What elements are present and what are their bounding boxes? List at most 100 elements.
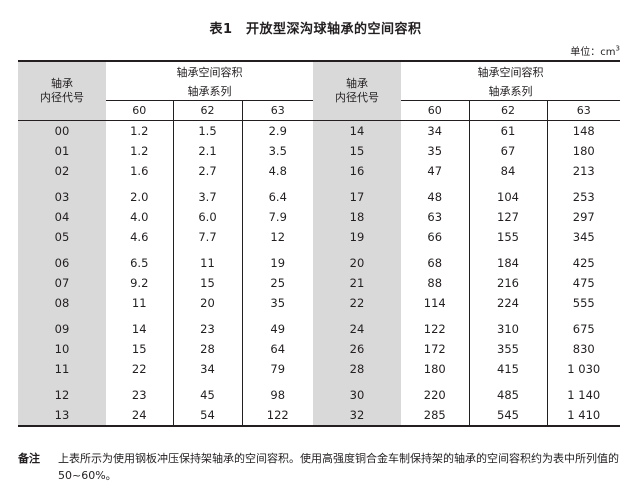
right-volume-series-60: 285 bbox=[423, 408, 446, 422]
code-cell-spacer bbox=[313, 313, 401, 319]
left-volume-header: 轴承空间容积 bbox=[176, 65, 243, 79]
right-bearing-code: 16 bbox=[313, 161, 401, 181]
left-volume-series-62: 6.0 bbox=[172, 207, 242, 227]
table-row: 11 22 34 79 28 180 415 1 030 bbox=[18, 359, 620, 379]
left-bearing-code: 09 bbox=[18, 319, 106, 339]
right-volume-header: 轴承空间容积 bbox=[477, 65, 544, 79]
right-volume-series-63: 148 bbox=[546, 120, 620, 141]
code-cell-spacer bbox=[18, 379, 106, 385]
table-row: 12 23 45 98 30 220 485 1 140 bbox=[18, 385, 620, 405]
left-volume-series-60: 14 bbox=[131, 322, 147, 336]
left-volume-series-63: 35 bbox=[241, 293, 313, 313]
right-bearing-code: 21 bbox=[313, 273, 401, 293]
left-bearing-code: 06 bbox=[18, 253, 106, 273]
right-volume-series-62: 216 bbox=[468, 273, 547, 293]
right-volume-series-63: 675 bbox=[546, 319, 620, 339]
code-cell-spacer bbox=[313, 247, 401, 253]
left-volume-series-63: 122 bbox=[241, 405, 313, 426]
table-row: 13 24 54 122 32 285 545 1 410 bbox=[18, 405, 620, 426]
left-code-header: 轴承 内径代号 bbox=[18, 61, 106, 121]
left-bearing-code: 00 bbox=[18, 120, 106, 141]
right-volume-series-63: 830 bbox=[546, 339, 620, 359]
right-volume-series-63: 253 bbox=[546, 187, 620, 207]
left-volume-series-60: 22 bbox=[131, 362, 147, 376]
left-bearing-code: 08 bbox=[18, 293, 106, 313]
left-volume-series-60: 2.0 bbox=[130, 190, 149, 204]
right-series-header: 轴承系列 bbox=[401, 81, 620, 101]
left-bearing-code: 11 bbox=[18, 359, 106, 379]
right-volume-series-63: 1 140 bbox=[546, 385, 620, 405]
value-cell-spacer bbox=[241, 379, 313, 385]
left-volume-series-63: 25 bbox=[241, 273, 313, 293]
code-cell-spacer bbox=[313, 379, 401, 385]
left-volume-series-63: 98 bbox=[241, 385, 313, 405]
left-volume-series-62: 28 bbox=[172, 339, 242, 359]
code-cell-spacer bbox=[18, 313, 106, 319]
right-bearing-code: 24 bbox=[313, 319, 401, 339]
right-volume-series-60: 35 bbox=[427, 144, 443, 158]
right-code-header: 轴承 内径代号 bbox=[313, 61, 401, 121]
table-row: 02 1.6 2.7 4.8 16 47 84 213 bbox=[18, 161, 620, 181]
right-volume-series-60: 68 bbox=[427, 256, 443, 270]
right-volume-series-63: 180 bbox=[546, 141, 620, 161]
right-volume-series-62: 67 bbox=[468, 141, 547, 161]
left-volume-series-62: 20 bbox=[172, 293, 242, 313]
left-volume-series-60: 9.2 bbox=[130, 276, 149, 290]
left-volume-series-63: 4.8 bbox=[241, 161, 313, 181]
left-volume-series-60: 24 bbox=[131, 408, 147, 422]
right-volume-series-60: 34 bbox=[427, 124, 443, 138]
value-cell-spacer bbox=[546, 313, 620, 319]
note-text: 上表所示为使用钢板冲压保持架轴承的空间容积。使用高强度铜合金车制保持架的轴承的空… bbox=[58, 452, 619, 482]
right-volume-series-60: 48 bbox=[427, 190, 443, 204]
left-bearing-code: 10 bbox=[18, 339, 106, 359]
left-volume-series-60: 1.2 bbox=[130, 124, 149, 138]
right-volume-series-63: 1 030 bbox=[546, 359, 620, 379]
right-bearing-code: 20 bbox=[313, 253, 401, 273]
code-cell-spacer bbox=[18, 247, 106, 253]
left-volume-series-62: 34 bbox=[172, 359, 242, 379]
right-volume-series-60: 172 bbox=[423, 342, 446, 356]
right-volume-series-60: 114 bbox=[423, 296, 446, 310]
right-volume-series-62: 127 bbox=[468, 207, 547, 227]
left-volume-series-62: 2.7 bbox=[172, 161, 242, 181]
left-bearing-code: 05 bbox=[18, 227, 106, 247]
value-cell-spacer bbox=[468, 313, 547, 319]
group-spacer bbox=[18, 181, 620, 187]
left-volume-series-63: 7.9 bbox=[241, 207, 313, 227]
right-volume-series-60: 66 bbox=[427, 230, 443, 244]
left-volume-series-60: 4.0 bbox=[130, 210, 149, 224]
right-code-label-1: 轴承 bbox=[346, 77, 368, 90]
left-bearing-code: 02 bbox=[18, 161, 106, 181]
left-volume-series-63: 2.9 bbox=[241, 120, 313, 141]
left-volume-series-63: 6.4 bbox=[241, 187, 313, 207]
left-volume-series-60: 6.5 bbox=[130, 256, 149, 270]
right-volume-series-62: 155 bbox=[468, 227, 547, 247]
right-volume-series-63: 425 bbox=[546, 253, 620, 273]
left-series-62: 62 bbox=[172, 100, 242, 121]
unit-prefix: 单位：cm bbox=[570, 47, 616, 58]
right-volume-series-60: 63 bbox=[427, 210, 443, 224]
right-volume-series-62: 485 bbox=[468, 385, 547, 405]
right-bearing-code: 30 bbox=[313, 385, 401, 405]
right-volume-series-62: 84 bbox=[468, 161, 547, 181]
left-series-63: 63 bbox=[241, 100, 313, 121]
left-volume-series-62: 11 bbox=[172, 253, 242, 273]
table-row: 03 2.0 3.7 6.4 17 48 104 253 bbox=[18, 187, 620, 207]
right-volume-series-63: 475 bbox=[546, 273, 620, 293]
right-bearing-code: 26 bbox=[313, 339, 401, 359]
left-volume-series-62: 7.7 bbox=[172, 227, 242, 247]
left-volume-series-63: 19 bbox=[241, 253, 313, 273]
table-row: 06 6.5 11 19 20 68 184 425 bbox=[18, 253, 620, 273]
right-volume-series-63: 1 410 bbox=[546, 405, 620, 426]
right-volume-series-63: 555 bbox=[546, 293, 620, 313]
left-volume-series-60: 1.6 bbox=[130, 164, 149, 178]
right-bearing-code: 18 bbox=[313, 207, 401, 227]
left-volume-series-62: 15 bbox=[172, 273, 242, 293]
value-cell-spacer bbox=[172, 181, 242, 187]
value-cell-spacer bbox=[241, 247, 313, 253]
unit-label: 单位：cm3 bbox=[570, 43, 620, 58]
table-row: 09 14 23 49 24 122 310 675 bbox=[18, 319, 620, 339]
right-bearing-code: 15 bbox=[313, 141, 401, 161]
left-bearing-code: 13 bbox=[18, 405, 106, 426]
right-volume-series-60: 47 bbox=[427, 164, 443, 178]
